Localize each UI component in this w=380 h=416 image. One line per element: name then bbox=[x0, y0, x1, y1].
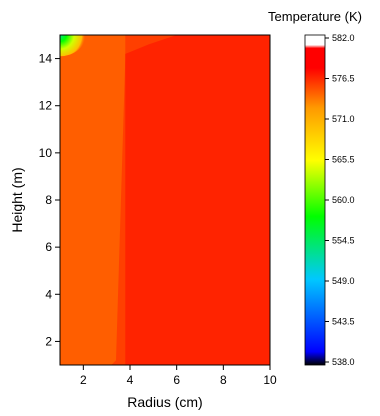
y-tick-label: 4 bbox=[45, 287, 52, 301]
corner-temperature-gradient bbox=[60, 35, 86, 57]
colorbar-title: Temperature (K) bbox=[268, 9, 362, 24]
y-tick-label: 6 bbox=[45, 240, 52, 254]
colorbar: Temperature (K) 582.0 576.5 571.0 565.5 560.… bbox=[268, 9, 362, 367]
colorbar-gradient bbox=[304, 34, 326, 366]
x-tick-label: 4 bbox=[127, 373, 134, 387]
colorbar-tick-label: 549.0 bbox=[332, 276, 355, 286]
y-axis-title: Height (m) bbox=[9, 167, 25, 232]
colorbar-tick-label: 571.0 bbox=[332, 114, 355, 124]
temperature-regions bbox=[60, 35, 270, 365]
x-tick-label: 2 bbox=[80, 373, 87, 387]
x-axis: 2 4 6 8 10 bbox=[80, 365, 277, 387]
x-tick-label: 6 bbox=[173, 373, 180, 387]
y-tick-label: 2 bbox=[45, 334, 52, 348]
colorbar-tick-label: 554.5 bbox=[332, 236, 355, 246]
colorbar-tick-label: 582.0 bbox=[332, 33, 355, 43]
y-tick-label: 8 bbox=[45, 193, 52, 207]
y-tick-label: 12 bbox=[39, 99, 53, 113]
x-tick-label: 8 bbox=[220, 373, 227, 387]
temperature-region bbox=[125, 35, 270, 365]
plot-area bbox=[60, 35, 270, 365]
y-tick-label: 14 bbox=[39, 52, 53, 66]
colorbar-tick-label: 565.5 bbox=[332, 155, 355, 165]
colorbar-ticks: 582.0 576.5 571.0 565.5 560.0 554.5 549.0 543.5… bbox=[325, 33, 355, 367]
colorbar-tick-label: 543.5 bbox=[332, 317, 355, 327]
y-axis: 2 4 6 8 10 12 14 bbox=[39, 52, 60, 348]
temperature-region bbox=[60, 35, 126, 365]
x-tick-label: 10 bbox=[263, 373, 277, 387]
x-axis-title: Radius (cm) bbox=[127, 394, 202, 410]
colorbar-tick-label: 538.0 bbox=[332, 357, 355, 367]
colorbar-tick-label: 576.5 bbox=[332, 74, 355, 84]
colorbar-tick-label: 560.0 bbox=[332, 195, 355, 205]
y-tick-label: 10 bbox=[39, 146, 53, 160]
